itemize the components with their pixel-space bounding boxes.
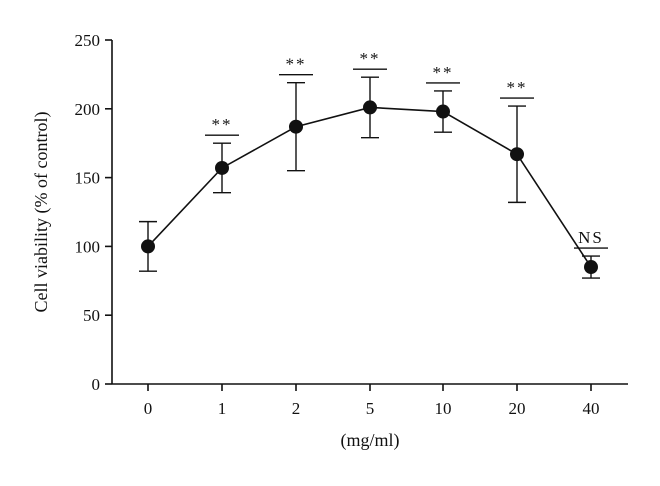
x-tick-label: 0 <box>144 399 153 418</box>
y-tick-label: 200 <box>75 100 101 119</box>
x-axis-title: (mg/ml) <box>341 430 400 451</box>
x-tick-label: 40 <box>583 399 600 418</box>
y-tick-label: 0 <box>92 375 101 394</box>
data-point <box>215 160 229 175</box>
y-tick-label: 100 <box>75 237 101 256</box>
significance-label: ** <box>360 49 381 68</box>
y-tick-label: 50 <box>83 306 100 325</box>
significance-label: NS <box>578 228 604 247</box>
data-group: ** <box>205 115 239 194</box>
plot-area: ** ** ** ** ** NS <box>139 49 608 279</box>
data-point <box>363 100 377 115</box>
y-tick-label: 150 <box>75 169 101 188</box>
data-point <box>510 147 524 162</box>
data-group: NS <box>574 228 608 279</box>
data-group <box>139 220 157 272</box>
y-axis-title: Cell viability (% of control) <box>31 112 52 313</box>
data-group: ** <box>500 78 534 204</box>
data-point <box>436 104 450 119</box>
data-point <box>141 239 155 254</box>
data-point <box>289 119 303 134</box>
x-tick-label: 5 <box>366 399 375 418</box>
data-group: ** <box>279 55 313 172</box>
y-ticks: 0 50 100 150 200 250 <box>75 31 112 394</box>
x-ticks: 0 1 2 5 10 20 40 <box>144 384 600 418</box>
x-tick-label: 2 <box>292 399 301 418</box>
significance-label: ** <box>286 55 307 74</box>
significance-label: ** <box>433 63 454 82</box>
x-tick-label: 1 <box>218 399 227 418</box>
y-axis: 0 50 100 150 200 250 <box>75 31 113 394</box>
x-tick-label: 20 <box>509 399 526 418</box>
y-tick-label: 250 <box>75 31 101 50</box>
data-point <box>584 260 598 275</box>
significance-label: ** <box>212 115 233 134</box>
data-group: ** <box>426 63 460 133</box>
x-tick-label: 10 <box>435 399 452 418</box>
significance-label: ** <box>507 78 528 97</box>
x-axis: 0 1 2 5 10 20 40 <box>112 383 628 418</box>
data-group: ** <box>353 49 387 139</box>
